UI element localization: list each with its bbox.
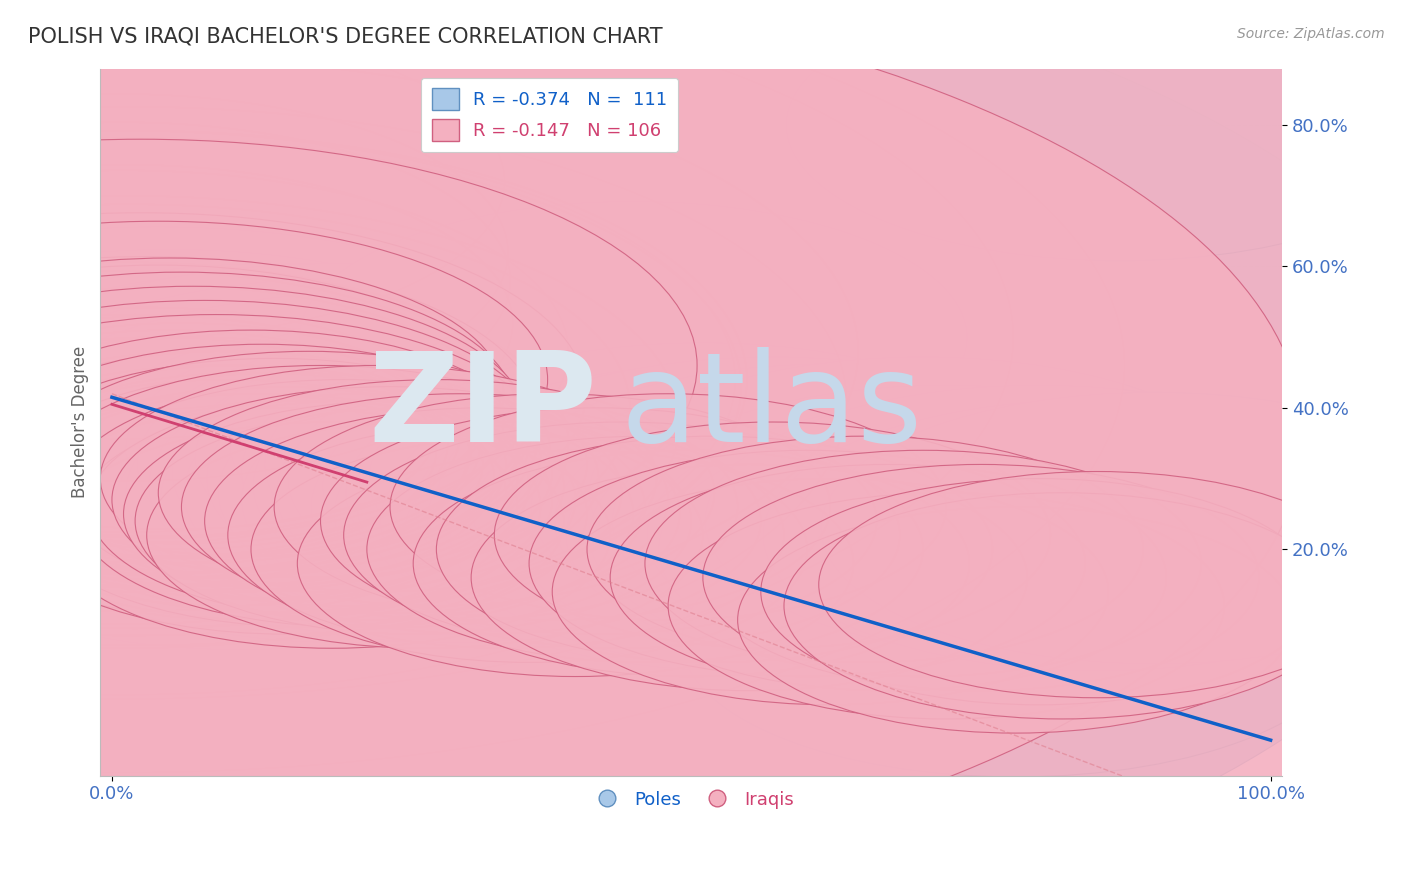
Text: ZIP: ZIP [368,347,596,468]
Ellipse shape [738,507,1294,733]
Ellipse shape [10,371,678,642]
Ellipse shape [0,350,631,622]
Ellipse shape [0,393,541,620]
Ellipse shape [91,357,758,629]
Ellipse shape [416,371,1083,642]
Ellipse shape [100,366,657,591]
Ellipse shape [56,343,724,615]
Ellipse shape [34,357,700,629]
Ellipse shape [554,385,1222,657]
Ellipse shape [0,57,858,646]
Ellipse shape [0,235,536,552]
Ellipse shape [0,227,568,589]
Ellipse shape [0,299,606,615]
Ellipse shape [0,286,527,558]
Ellipse shape [0,373,529,599]
Ellipse shape [645,450,1201,676]
Ellipse shape [0,23,505,340]
Legend: Poles, Iraqis: Poles, Iraqis [582,783,801,816]
Ellipse shape [0,103,735,600]
Ellipse shape [439,357,1107,629]
Ellipse shape [0,351,482,577]
Ellipse shape [184,357,851,629]
Ellipse shape [668,492,1225,719]
Ellipse shape [586,436,1143,663]
Ellipse shape [138,328,804,600]
Ellipse shape [0,49,1192,892]
Ellipse shape [0,170,568,533]
Ellipse shape [288,343,956,615]
Ellipse shape [508,392,1175,664]
Ellipse shape [0,221,547,538]
Ellipse shape [0,308,481,579]
Ellipse shape [31,401,586,627]
Ellipse shape [495,422,1050,648]
Ellipse shape [0,131,735,629]
Ellipse shape [0,152,456,424]
Ellipse shape [112,386,668,613]
Ellipse shape [252,436,807,663]
Ellipse shape [0,344,449,571]
Ellipse shape [0,301,538,572]
Ellipse shape [0,219,647,625]
Ellipse shape [0,366,517,591]
Ellipse shape [0,0,1014,699]
Ellipse shape [0,264,524,581]
Ellipse shape [450,400,1118,671]
Ellipse shape [181,393,738,620]
Ellipse shape [471,465,1028,690]
Ellipse shape [0,258,503,530]
Ellipse shape [0,221,547,538]
Ellipse shape [553,479,1108,705]
Ellipse shape [31,351,586,577]
Ellipse shape [0,122,803,665]
Ellipse shape [0,131,747,629]
Ellipse shape [567,400,1233,671]
Ellipse shape [114,371,782,642]
Ellipse shape [0,168,679,620]
Ellipse shape [228,422,785,648]
Ellipse shape [0,0,1303,892]
Ellipse shape [0,213,586,574]
Ellipse shape [0,272,515,543]
Ellipse shape [103,343,770,615]
Ellipse shape [0,285,513,601]
Ellipse shape [0,380,506,606]
Text: POLISH VS IRAQI BACHELOR'S DEGREE CORRELATION CHART: POLISH VS IRAQI BACHELOR'S DEGREE CORREL… [28,27,662,46]
Ellipse shape [0,315,468,586]
Ellipse shape [703,465,1258,690]
Ellipse shape [0,285,686,601]
Ellipse shape [706,385,1372,657]
Ellipse shape [135,408,692,634]
Y-axis label: Bachelor's Degree: Bachelor's Degree [72,346,89,498]
Ellipse shape [0,262,568,624]
Ellipse shape [80,335,747,607]
Ellipse shape [589,357,1257,629]
Ellipse shape [0,235,547,552]
Ellipse shape [205,408,761,634]
Ellipse shape [529,450,1085,676]
Ellipse shape [785,492,1340,719]
Ellipse shape [0,277,536,595]
Ellipse shape [0,277,582,595]
Ellipse shape [0,279,527,550]
Ellipse shape [0,286,492,558]
Ellipse shape [299,202,967,473]
Ellipse shape [0,108,508,425]
Ellipse shape [0,378,574,649]
Ellipse shape [127,357,793,629]
Ellipse shape [0,277,530,595]
Ellipse shape [0,204,630,612]
Ellipse shape [127,315,793,586]
Ellipse shape [427,385,1094,657]
Ellipse shape [392,364,1060,635]
Ellipse shape [0,187,747,685]
Ellipse shape [0,258,515,530]
Ellipse shape [0,161,636,569]
Ellipse shape [389,393,946,620]
Ellipse shape [0,351,506,577]
Text: atlas: atlas [620,347,922,468]
Ellipse shape [42,366,599,591]
